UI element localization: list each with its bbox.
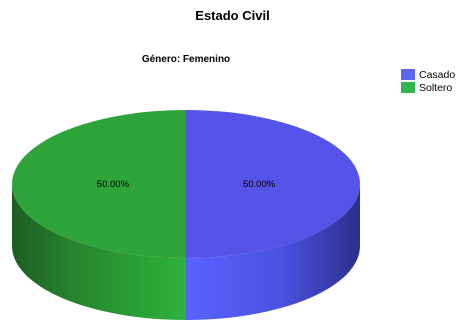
pie-side-casado bbox=[186, 184, 360, 320]
chart-title: Estado Civil bbox=[195, 8, 270, 23]
legend-swatch-soltero bbox=[401, 82, 415, 93]
legend-label-casado: Casado bbox=[419, 68, 456, 81]
legend: Casado Soltero bbox=[401, 68, 455, 94]
pie-slice-soltero bbox=[12, 110, 186, 258]
slice-label-soltero: 50.00% bbox=[97, 179, 130, 190]
pie-slice-casado bbox=[186, 110, 360, 258]
pie-side-soltero bbox=[12, 184, 186, 320]
legend-item-casado: Casado bbox=[401, 68, 455, 81]
legend-swatch-casado bbox=[401, 69, 415, 80]
legend-item-soltero: Soltero bbox=[401, 81, 455, 94]
chart-subtitle: Género: Femenino bbox=[141, 54, 231, 65]
slice-label-casado: 50.00% bbox=[243, 179, 276, 190]
legend-label-soltero: Soltero bbox=[419, 81, 453, 94]
